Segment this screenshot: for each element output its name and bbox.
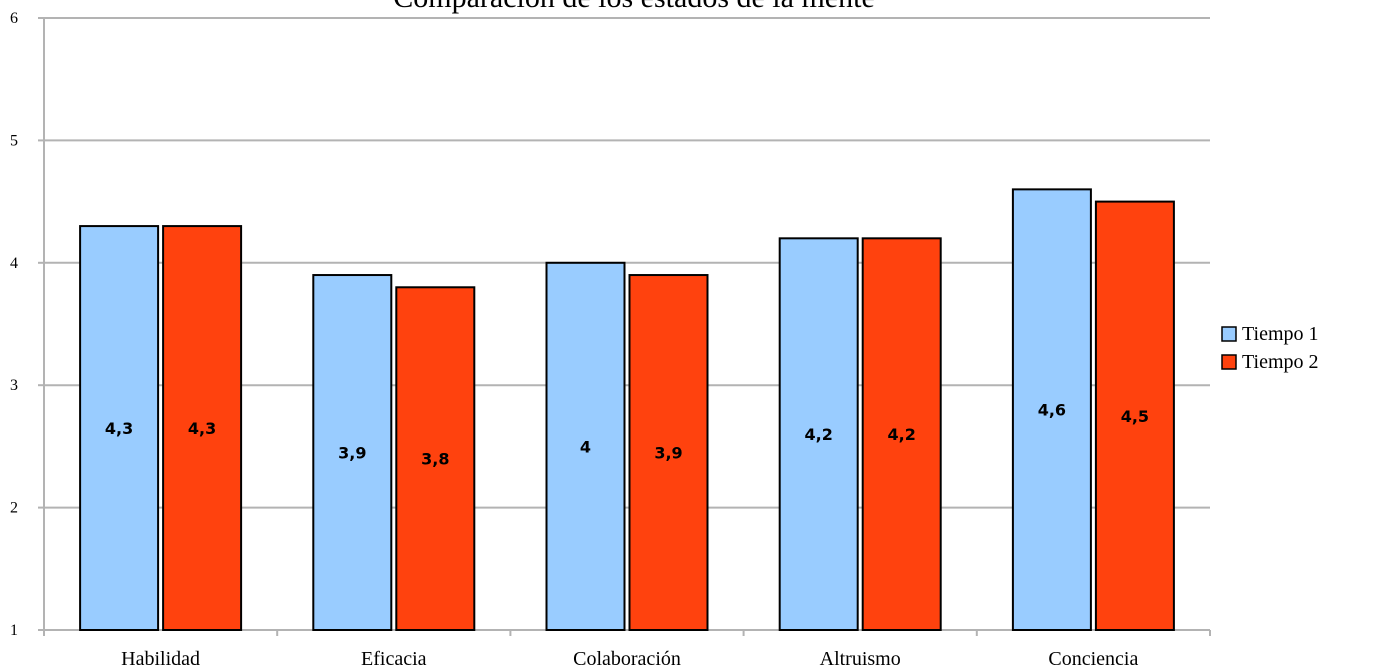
data-label: 4,3 (188, 419, 216, 438)
bar-1-habilidad (79, 225, 160, 632)
legend-label-1: Tiempo 1 (1242, 323, 1319, 345)
y-tick-label: 6 (10, 10, 18, 27)
x-tick-label: Altruismo (820, 648, 901, 670)
data-label: 4 (580, 437, 591, 456)
data-label: 3,9 (654, 444, 682, 463)
legend-swatch-1 (1221, 326, 1237, 342)
bar-1-colaboración (545, 261, 626, 631)
bar-1-altruismo (778, 237, 859, 631)
y-tick-label: 5 (10, 132, 18, 149)
data-label: 4,3 (105, 419, 133, 438)
bar-2-colaboración (628, 274, 709, 631)
legend: Tiempo 1 Tiempo 2 (1221, 323, 1319, 373)
x-tick-label: Colaboración (573, 648, 681, 670)
data-label: 4,2 (888, 425, 916, 444)
x-tick-label: Habilidad (121, 648, 200, 670)
bar-2-conciencia (1094, 200, 1175, 631)
bar-2-eficacia (395, 286, 476, 631)
y-tick-label: 1 (10, 622, 18, 639)
x-tick-label: Eficacia (361, 648, 427, 670)
data-label: 4,2 (805, 425, 833, 444)
x-tick-label: Conciencia (1048, 648, 1138, 670)
y-tick-label: 4 (10, 255, 18, 272)
data-label: 3,8 (421, 450, 449, 469)
legend-label-2: Tiempo 2 (1242, 351, 1319, 373)
bars (79, 188, 1175, 632)
bar-2-habilidad (162, 225, 243, 632)
y-tick-label: 2 (10, 500, 18, 517)
chart-title: Comparación de los estados de la mente (393, 0, 875, 14)
bar-1-conciencia (1011, 188, 1092, 632)
data-labels: 4,3 4,3 3,9 3,8 4 3,9 4,2 4,2 4,6 4,5 (105, 401, 1149, 469)
bar-1-eficacia (312, 274, 393, 631)
legend-swatch-2 (1221, 354, 1237, 370)
data-label: 4,5 (1121, 407, 1149, 426)
data-label: 4,6 (1038, 401, 1066, 420)
data-label: 3,9 (338, 444, 366, 463)
bar-2-altruismo (861, 237, 942, 631)
y-tick-label: 3 (10, 377, 18, 394)
